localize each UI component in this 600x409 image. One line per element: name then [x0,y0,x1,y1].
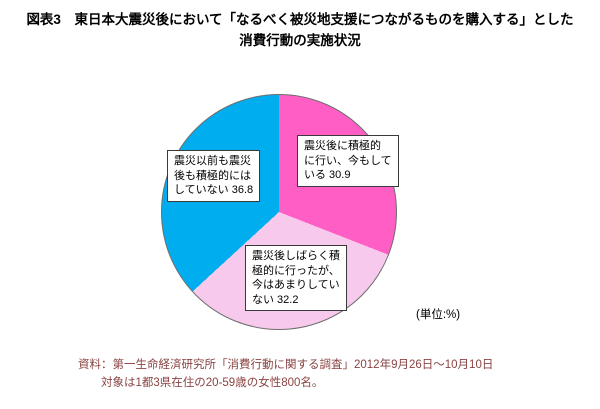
pie-label-not-active: 震災以前も震災 後も積極的には していない 36.8 [167,150,261,202]
source-line2: 対象は1都3県在住の20-59歳の女性800名。 [101,376,324,389]
pie-label-active-past: 震災後しばらく積 極的に行ったが、 今はあまりしてい ない 32.2 [245,245,347,312]
figure-title-line1: 図表3 東日本大震災後において「なるべく被災地支援につながるものを購入する」とし… [26,12,574,27]
unit-label: (単位:%) [416,309,461,321]
source-note: 資料：第一生命経済研究所「消費行動に関する調査」2012年9月26日～10月10… [78,357,493,393]
source-line1: 資料：第一生命経済研究所「消費行動に関する調査」2012年9月26日～10月10… [78,359,494,371]
figure-title-line2: 消費行動の実施状況 [239,32,361,48]
pie-label-active-now: 震災後に積極的 に行い、今もして いる 30.9 [297,135,399,187]
figure-title: 図表3 東日本大震災後において「なるべく被災地支援につながるものを購入する」とし… [0,10,600,52]
